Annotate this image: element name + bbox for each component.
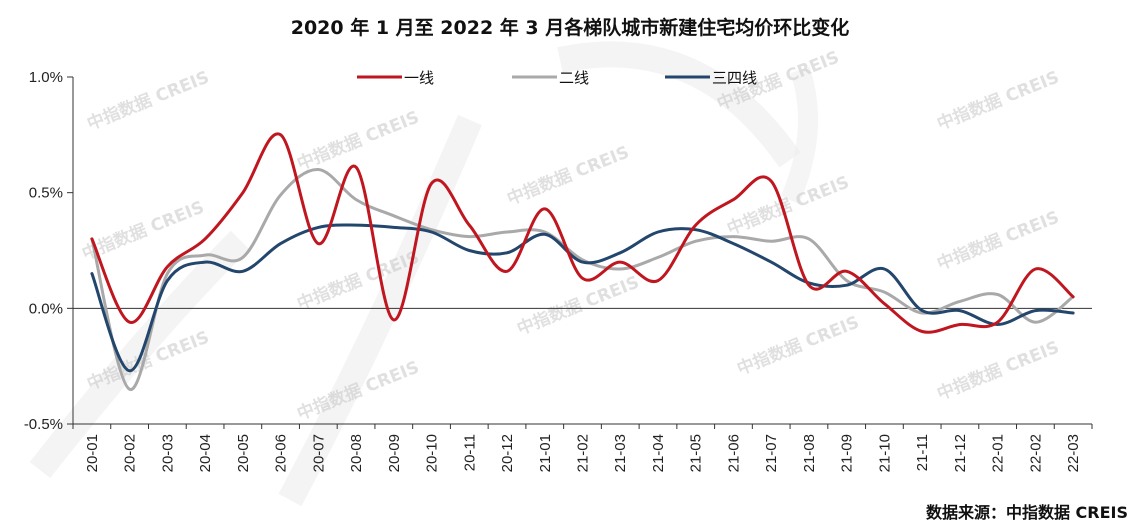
x-tick-label: 20-11: [461, 434, 478, 471]
legend-label: 二线: [559, 69, 589, 87]
series-layer: [90, 132, 1075, 391]
x-tick-label: 20-12: [499, 434, 516, 472]
x-tick-label: 20-02: [122, 434, 139, 472]
x-tick-label: 21-11: [914, 434, 931, 471]
watermark-stroke: [557, 41, 801, 168]
series-line-1: [90, 168, 1075, 391]
watermark-text: 中指数据 CREIS: [934, 207, 1062, 275]
legend: 一线 二线 三四线: [357, 69, 757, 87]
x-tick-label: 20-08: [348, 434, 365, 472]
x-tick-label: 21-09: [839, 434, 856, 472]
x-tick-label: 20-07: [310, 434, 327, 472]
x-tick-label: 20-01: [84, 434, 101, 472]
x-tick-label: 20-04: [197, 434, 214, 472]
x-tick-label: 21-02: [575, 434, 592, 472]
x-tick-label: 22-03: [1065, 434, 1082, 472]
watermark-stroke: [278, 114, 482, 507]
y-tick-label: 0.5%: [29, 185, 63, 202]
y-tick-label: 1.0%: [29, 69, 63, 86]
series-line-2: [90, 223, 1075, 373]
x-axis: 20-01 20-02 20-03 20-04 20-05 20-06 20-07 20-08…: [72, 307, 1093, 472]
x-tick-label: 20-03: [159, 434, 176, 472]
source-note: 数据来源：中指数据 CREIS: [926, 503, 1128, 522]
x-tick-label: 21-03: [612, 434, 629, 472]
x-tick-label: 21-04: [650, 434, 667, 472]
x-tick-label: 20-10: [424, 434, 441, 472]
watermark-text: 中指数据 CREIS: [504, 142, 632, 210]
watermark-text: 中指数据 CREIS: [514, 272, 642, 340]
watermark-text: 中指数据 CREIS: [84, 67, 212, 135]
y-tick-label: 0.0%: [29, 300, 63, 317]
chart-title: 2020 年 1 月至 2022 年 3 月各梯队城市新建住宅均价环比变化: [291, 16, 850, 39]
x-tick-label: 21-07: [763, 434, 780, 472]
x-tick-label: 20-09: [386, 434, 403, 472]
watermark-text: 中指数据 CREIS: [294, 107, 422, 175]
y-axis: 1.0% 0.5% 0.0% -0.5%: [24, 69, 74, 433]
x-tick-label: 20-05: [235, 434, 252, 472]
watermark-text: 中指数据 CREIS: [934, 337, 1062, 405]
watermark-text: 中指数据 CREIS: [734, 312, 862, 380]
legend-label: 三四线: [712, 69, 757, 87]
series-line-0: [90, 132, 1075, 334]
x-tick-label: 21-01: [537, 434, 554, 472]
x-tick-label: 21-06: [725, 434, 742, 472]
x-tick-label: 21-12: [952, 434, 969, 472]
x-tick-label: 20-06: [273, 434, 290, 472]
legend-label: 一线: [404, 69, 434, 87]
x-tick-label: 21-10: [876, 434, 893, 472]
watermark-layer: 中指数据 CREIS 中指数据 CREIS 中指数据 CREIS 中指数据 CREIS…: [29, 41, 1062, 507]
x-tick-label: 22-02: [1027, 434, 1044, 472]
watermark-text: 中指数据 CREIS: [934, 67, 1062, 135]
x-tick-label: 21-05: [688, 434, 705, 472]
x-tick-label: 21-08: [801, 434, 818, 472]
watermark-stroke: [780, 66, 818, 204]
x-tick-label: 22-01: [990, 434, 1007, 472]
y-tick-label: -0.5%: [24, 416, 63, 433]
